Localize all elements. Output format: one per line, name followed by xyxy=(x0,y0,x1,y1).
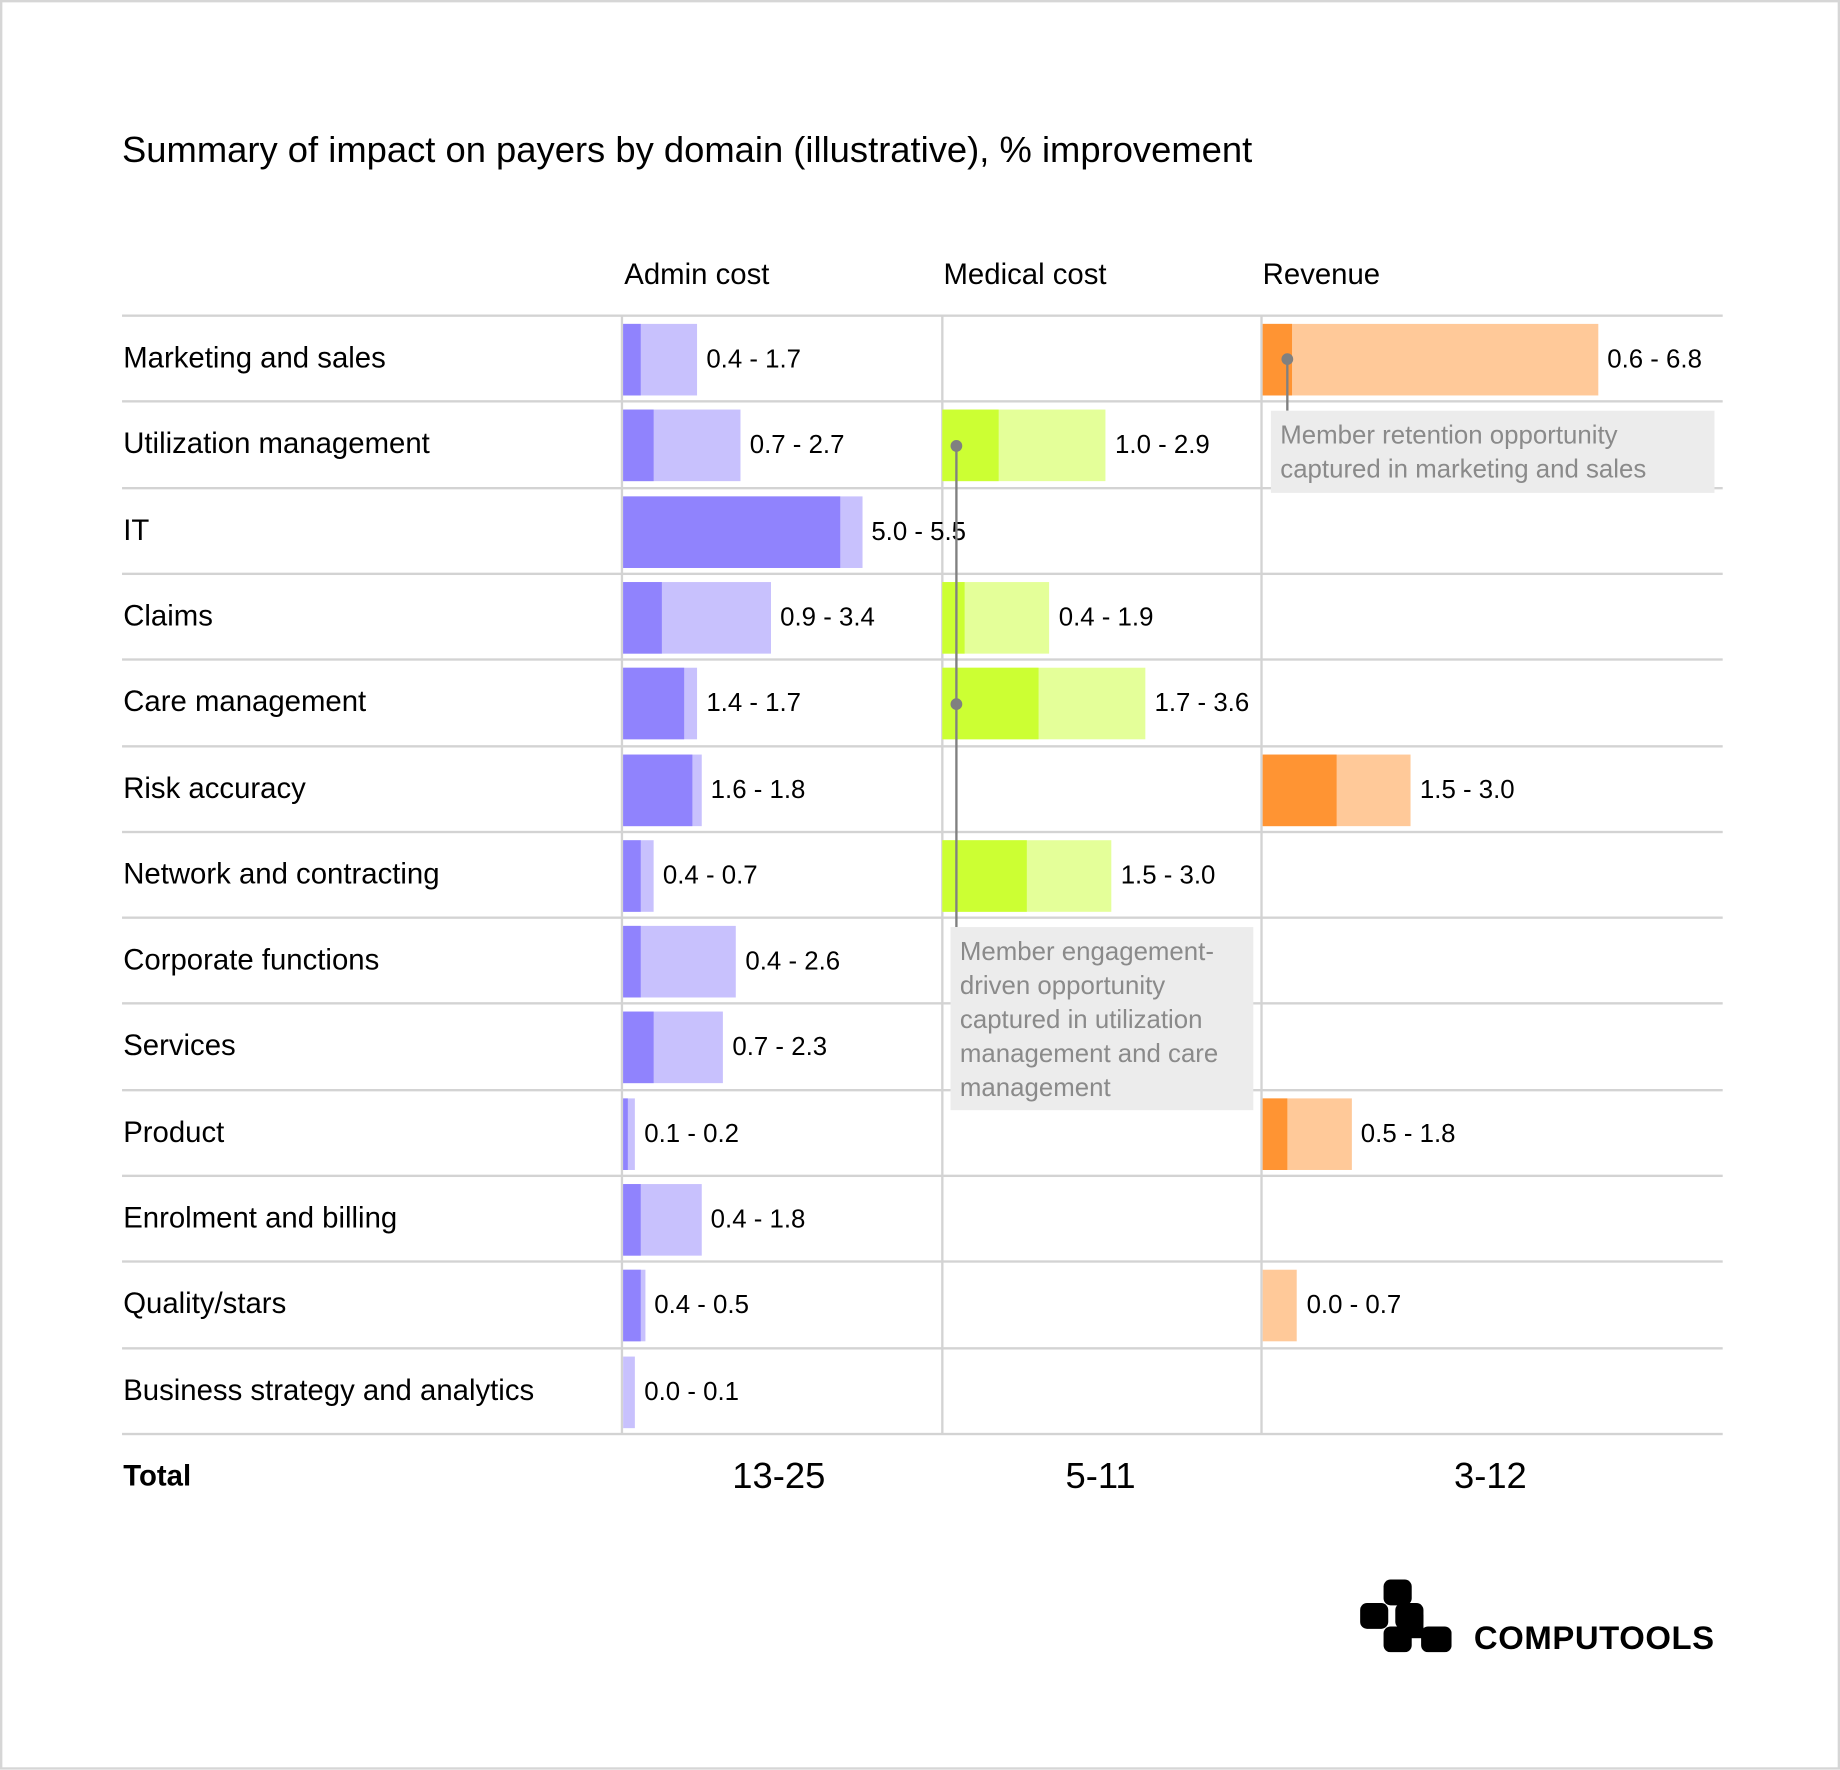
gridline xyxy=(122,1260,1723,1264)
admin-value-label: 0.0 - 0.1 xyxy=(644,1376,739,1406)
column-header-medical: Medical cost xyxy=(943,258,1107,292)
gridline xyxy=(122,744,1723,747)
admin-value-label: 1.4 - 1.7 xyxy=(706,687,802,718)
admin-value-label: 0.7 - 2.3 xyxy=(732,1031,828,1062)
admin-bar-high xyxy=(623,1098,635,1170)
medical-value-label: 1.5 - 3.0 xyxy=(1120,859,1216,890)
medical-value-label: 0.4 - 1.9 xyxy=(1058,601,1154,632)
admin-bar-low xyxy=(623,926,641,998)
row-label: Care management xyxy=(123,685,367,719)
gridline xyxy=(122,572,1723,575)
row-label: Corporate functions xyxy=(123,943,380,977)
admin-value-label: 0.1 - 0.2 xyxy=(644,1117,739,1148)
gridline xyxy=(122,400,1723,403)
total-label: Total xyxy=(123,1459,192,1493)
column-header-admin: Admin cost xyxy=(624,258,770,292)
computools-logo-icon xyxy=(1360,1579,1452,1653)
medical-value-label: 1.7 - 3.6 xyxy=(1154,687,1250,718)
admin-bar-low xyxy=(623,409,654,482)
row-label: Enrolment and billing xyxy=(123,1201,398,1235)
admin-value-label: 1.6 - 1.8 xyxy=(710,773,806,804)
admin-bar-low xyxy=(623,1184,641,1256)
admin-bar-low xyxy=(623,839,641,912)
medical-bar-low xyxy=(942,581,965,654)
revenue-value-label: 0.6 - 6.8 xyxy=(1607,343,1702,374)
admin-bar-low xyxy=(623,667,684,740)
annotation-retention: Member retention opportunity captured in… xyxy=(1270,410,1715,493)
admin-value-label: 5.0 - 5.5 xyxy=(871,515,967,546)
row-label: Risk accuracy xyxy=(123,771,306,805)
admin-bar-low xyxy=(623,1270,641,1342)
admin-value-label: 0.4 - 0.5 xyxy=(654,1290,749,1320)
admin-bar-low xyxy=(623,495,841,568)
row-label: Services xyxy=(123,1029,236,1063)
chart-title: Summary of impact on payers by domain (i… xyxy=(122,129,1253,171)
total-medical: 5-11 xyxy=(1065,1455,1136,1497)
gridline xyxy=(122,1088,1723,1091)
callout-connector xyxy=(1286,359,1289,411)
row-label: IT xyxy=(123,513,150,547)
column-divider xyxy=(1260,315,1263,1435)
row-label: Business strategy and analytics xyxy=(123,1373,535,1407)
brand-name: COMPUTOOLS xyxy=(1473,1619,1715,1656)
gridline xyxy=(122,1002,1723,1005)
medical-value-label: 1.0 - 2.9 xyxy=(1115,429,1210,460)
gridline xyxy=(122,314,1723,317)
admin-value-label: 0.7 - 2.7 xyxy=(749,429,845,460)
row-label: Product xyxy=(123,1115,225,1149)
total-revenue: 3-12 xyxy=(1453,1455,1527,1497)
admin-bar-low xyxy=(623,1012,654,1084)
revenue-bar-high xyxy=(1262,1270,1298,1342)
row-label: Utilization management xyxy=(123,427,430,461)
revenue-bar-low xyxy=(1262,1098,1288,1170)
gridline xyxy=(122,830,1723,833)
row-label: Quality/stars xyxy=(123,1287,287,1321)
admin-bar-low xyxy=(623,581,663,654)
total-admin: 13-25 xyxy=(732,1455,826,1497)
revenue-bar-high xyxy=(1262,323,1598,396)
column-divider xyxy=(620,315,624,1435)
revenue-value-label: 0.5 - 1.8 xyxy=(1360,1117,1456,1148)
admin-bar-low xyxy=(623,753,693,826)
admin-bar-low xyxy=(623,1098,628,1170)
row-label: Marketing and sales xyxy=(123,341,386,375)
callout-dot xyxy=(950,440,963,452)
admin-bar-high xyxy=(623,926,737,998)
callout-dot xyxy=(950,698,963,710)
callout-connector xyxy=(955,445,958,928)
callout-dot xyxy=(1281,353,1294,365)
admin-value-label: 0.4 - 2.6 xyxy=(745,945,841,976)
admin-bar-low xyxy=(623,323,641,396)
admin-value-label: 0.9 - 3.4 xyxy=(780,601,875,632)
admin-value-label: 0.4 - 1.8 xyxy=(710,1204,806,1234)
row-label: Network and contracting xyxy=(123,857,440,891)
gridline xyxy=(122,1432,1723,1436)
gridline xyxy=(122,916,1723,919)
admin-bar-high xyxy=(623,1356,635,1428)
gridline xyxy=(122,486,1723,489)
revenue-value-label: 0.0 - 0.7 xyxy=(1306,1290,1402,1320)
admin-value-label: 0.4 - 0.7 xyxy=(662,859,758,890)
gridline xyxy=(122,658,1723,661)
admin-value-label: 0.4 - 1.7 xyxy=(706,343,802,374)
gridline xyxy=(122,1174,1723,1178)
column-header-revenue: Revenue xyxy=(1262,258,1381,292)
revenue-value-label: 1.5 - 3.0 xyxy=(1419,773,1515,804)
gridline xyxy=(122,1346,1723,1350)
row-label: Claims xyxy=(123,599,213,633)
annotation-engagement: Member engagement-driven opportunity cap… xyxy=(950,927,1254,1111)
revenue-bar-low xyxy=(1262,753,1337,826)
